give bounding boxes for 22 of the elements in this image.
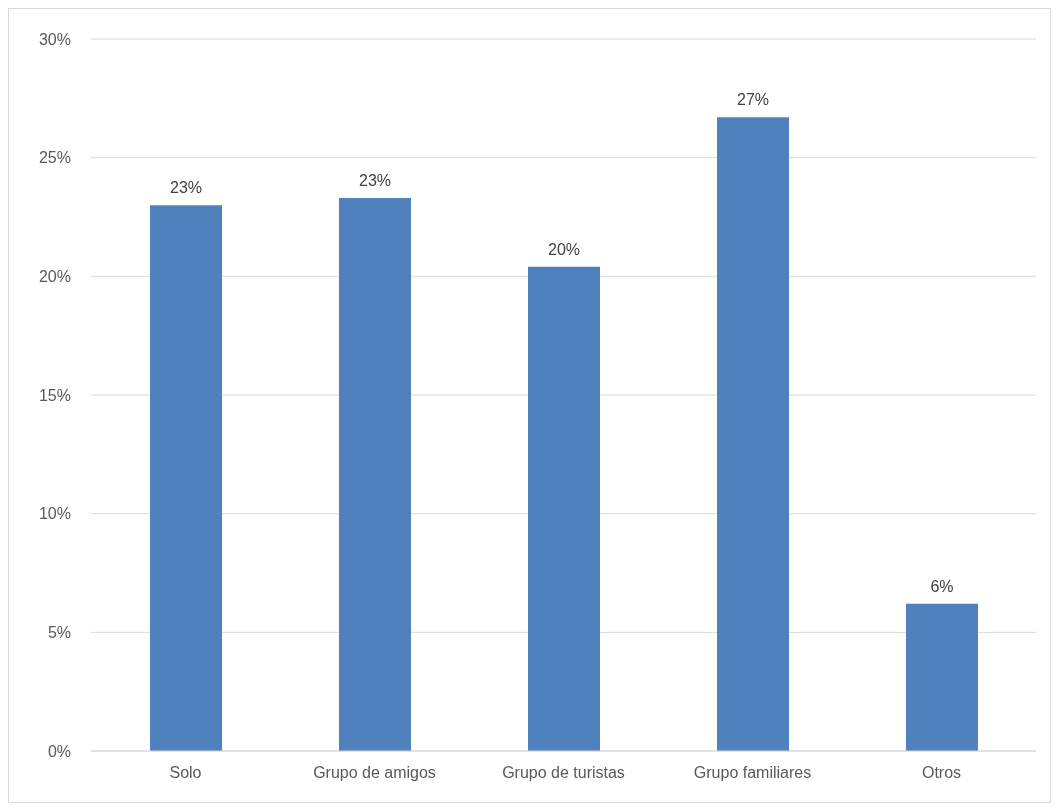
bar xyxy=(717,117,789,751)
data-label: 23% xyxy=(358,172,392,190)
bar xyxy=(528,266,600,751)
data-label: 20% xyxy=(547,240,581,258)
x-tick-label: Grupo familiares xyxy=(693,764,812,782)
x-tick-label: Grupo de turistas xyxy=(502,764,625,782)
bar xyxy=(906,603,978,751)
data-label: 27% xyxy=(736,91,770,109)
data-label: 23% xyxy=(169,179,203,197)
bar xyxy=(150,205,222,751)
x-tick-label: Solo xyxy=(169,764,202,782)
y-tick-label: 25% xyxy=(38,149,71,167)
y-tick-label: 5% xyxy=(47,624,71,642)
bar xyxy=(339,198,411,751)
y-tick-label: 20% xyxy=(38,268,71,286)
y-tick-label: 10% xyxy=(38,505,71,523)
x-tick-label: Otros xyxy=(921,764,962,782)
y-tick-label: 15% xyxy=(38,386,71,404)
data-label: 6% xyxy=(930,577,954,595)
x-tick-label: Grupo de amigos xyxy=(313,764,436,782)
y-tick-label: 30% xyxy=(38,30,71,48)
y-tick-label: 0% xyxy=(47,742,71,760)
